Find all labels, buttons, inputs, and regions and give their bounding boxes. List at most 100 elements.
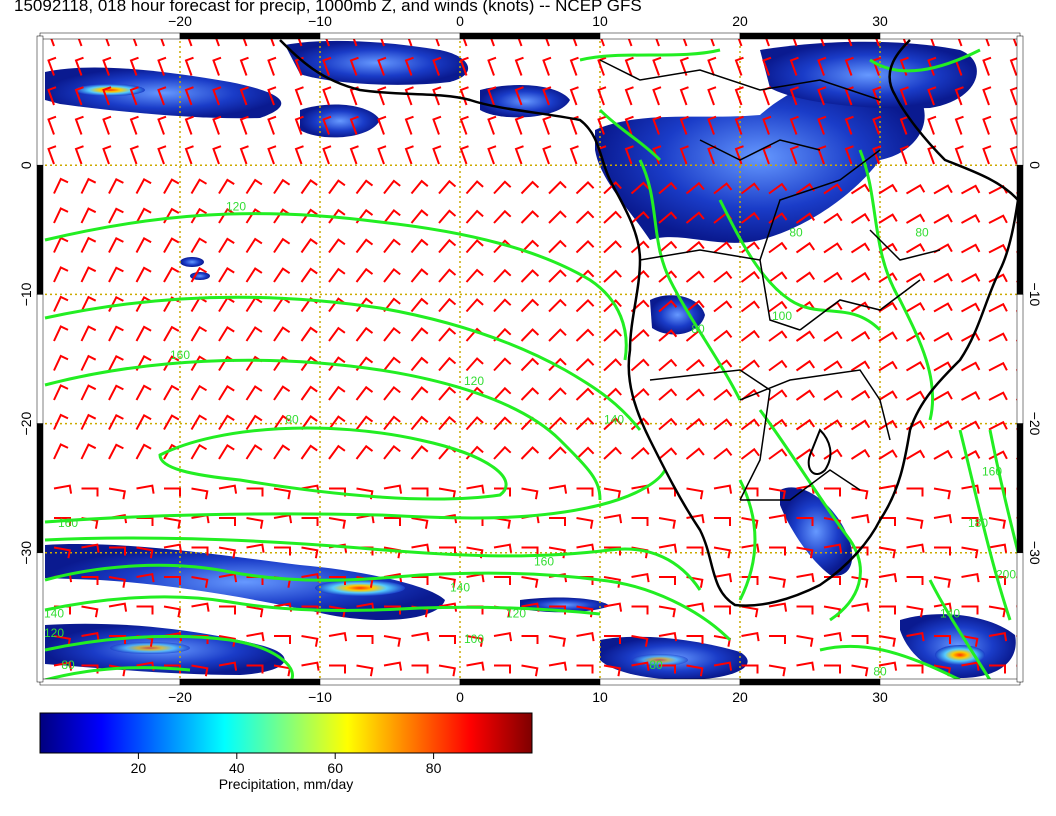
wind-barb (355, 179, 374, 195)
wind-barb (81, 605, 99, 618)
wind-barb (823, 632, 843, 642)
wind-barb (795, 300, 816, 313)
wind-barb (988, 302, 1008, 313)
left-latitude-label: −30 (18, 541, 34, 565)
wind-barb (239, 115, 249, 135)
wind-barb (102, 86, 112, 106)
wind-barb (796, 661, 815, 671)
wind-barb (514, 56, 524, 76)
wind-barb (795, 330, 816, 342)
wind-barb (329, 576, 346, 585)
wind-barb (906, 664, 924, 674)
wind-barb (823, 242, 843, 254)
wind-barb (514, 145, 524, 165)
wind-barb (383, 238, 401, 254)
wind-barb (597, 56, 607, 76)
wind-barb (267, 145, 277, 165)
wind-barb (384, 605, 401, 615)
wind-barb (741, 487, 759, 497)
wind-barb (961, 273, 981, 283)
wind-barb (988, 605, 1006, 618)
contour-label: 180 (968, 516, 988, 530)
wind-barb (102, 115, 112, 135)
wind-barb (961, 661, 980, 671)
wind-barb (218, 237, 235, 254)
wind-barb (218, 178, 235, 195)
wind-barb (514, 86, 524, 106)
wind-barb (434, 36, 440, 47)
latitude-scale-bar (1016, 164, 1024, 295)
wind-barb (929, 36, 935, 47)
wind-barb (796, 573, 815, 583)
wind-barb (789, 86, 799, 106)
wind-barb (679, 115, 689, 135)
wind-barb (191, 576, 209, 588)
wind-barb (521, 487, 539, 500)
wind-barb (905, 331, 926, 342)
wind-barb (734, 86, 744, 106)
wind-barb (438, 415, 457, 431)
wind-barb (53, 325, 69, 342)
wind-barb (905, 243, 926, 254)
wind-barb (438, 386, 457, 401)
wind-barb (184, 86, 194, 106)
wind-barb (108, 354, 124, 371)
wind-barb (576, 487, 594, 497)
wind-barb (768, 602, 788, 612)
contour-label: 140 (604, 413, 624, 427)
wind-barb (245, 444, 263, 460)
wind-barb (493, 632, 513, 642)
wind-barb (768, 389, 788, 401)
wind-barb (328, 326, 346, 342)
wind-barb (328, 517, 346, 529)
contour-label: 80 (873, 665, 887, 679)
wind-barb (53, 546, 71, 559)
wind-barb (878, 183, 898, 195)
wind-barb (300, 326, 318, 342)
wind-barb (575, 210, 595, 224)
wind-barb (740, 447, 760, 460)
wind-barb (548, 180, 567, 195)
wind-barb (569, 56, 579, 76)
wind-barb (630, 387, 650, 401)
wind-barb (267, 86, 277, 106)
wind-barb (212, 115, 222, 135)
latitude-scale-bar (1016, 35, 1024, 166)
wind-barb (487, 86, 497, 106)
wind-barb (850, 389, 871, 401)
wind-barb (465, 209, 484, 224)
wind-barb (851, 664, 869, 677)
wind-barb (53, 295, 69, 312)
wind-barb (296, 36, 303, 47)
wind-barb (851, 635, 869, 644)
wind-barb (47, 115, 57, 135)
wind-barb (762, 56, 772, 76)
wind-barb (355, 444, 374, 460)
wind-barb (108, 576, 126, 588)
wind-barb (466, 661, 485, 671)
wind-barb (954, 145, 964, 165)
wind-barb (355, 326, 374, 342)
wind-barb (906, 487, 924, 497)
wind-barb (273, 267, 291, 283)
wind-barb (300, 238, 318, 254)
wind-barb (273, 237, 291, 254)
wind-barb (713, 329, 733, 342)
wind-barb (47, 86, 57, 106)
wind-barb (80, 266, 97, 283)
left-latitude-label: −20 (18, 412, 34, 436)
wind-barb (549, 517, 566, 526)
wind-barb (328, 208, 346, 224)
wind-barb (300, 415, 318, 431)
wind-barb (769, 635, 786, 644)
wind-barb (652, 115, 662, 135)
wind-barb (135, 237, 152, 253)
wind-barb (575, 298, 595, 313)
wind-barb (163, 355, 180, 371)
wind-barb (569, 86, 579, 106)
wind-barb (542, 56, 552, 76)
wind-barb (493, 543, 513, 553)
wind-barb (136, 484, 155, 494)
wind-barb (961, 546, 979, 559)
wind-barb (80, 413, 97, 430)
